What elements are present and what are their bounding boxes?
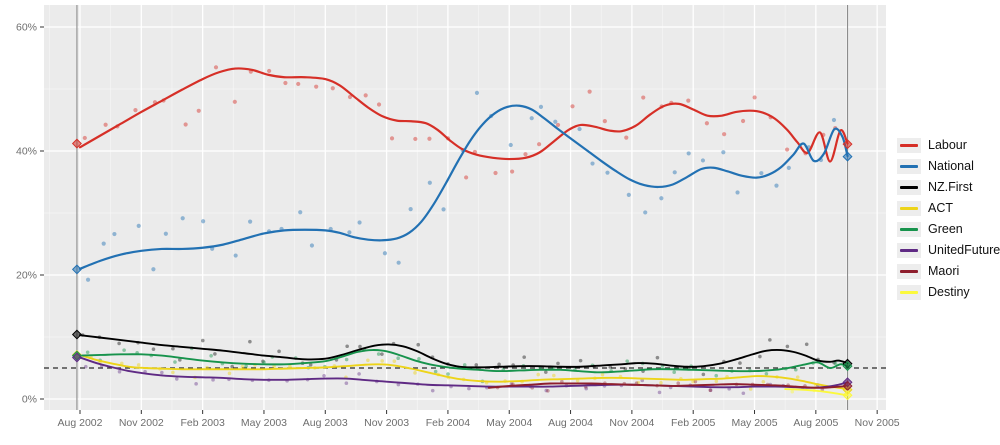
- legend-item-national: National: [897, 158, 1000, 175]
- legend-key-swatch: [897, 138, 921, 153]
- legend-item-maori: Maori: [897, 263, 1000, 280]
- y-axis-labels: 0% 20% 40% 60%: [16, 22, 37, 406]
- legend-item-labour: Labour: [897, 137, 1000, 154]
- legend-label: Maori: [928, 264, 960, 278]
- x-tick-label: Nov 2004: [609, 417, 654, 429]
- legend-key-swatch: [897, 243, 921, 258]
- x-tick-label: Aug 2002: [58, 417, 103, 429]
- legend-item-act: ACT: [897, 200, 1000, 217]
- y-tick-label: 0%: [22, 394, 37, 406]
- series-line-maori: [487, 382, 849, 389]
- legend-key-line: [900, 144, 918, 147]
- legend-key-line: [900, 186, 918, 189]
- series-line-nzfirst: [79, 334, 849, 369]
- gridlines-minor: [44, 5, 886, 410]
- legend-item-green: Green: [897, 221, 1000, 238]
- y-tick-label: 20%: [16, 270, 37, 282]
- election-result-national: [71, 264, 82, 275]
- election-result-markers: [71, 138, 853, 401]
- x-tick-label: May 2005: [731, 417, 777, 429]
- legend-label: ACT: [928, 201, 953, 215]
- x-tick-label: Feb 2005: [671, 417, 716, 429]
- legend-label: NZ.First: [928, 180, 973, 194]
- legend-key-swatch: [897, 285, 921, 300]
- y-tick-label: 60%: [16, 22, 37, 34]
- x-tick-label: Aug 2005: [793, 417, 838, 429]
- legend-key-line: [900, 249, 918, 252]
- legend-key-swatch: [897, 264, 921, 279]
- legend-label: Destiny: [928, 285, 970, 299]
- legend-label: Labour: [928, 138, 967, 152]
- series-points-national: [85, 90, 837, 282]
- series-points-act: [89, 355, 835, 391]
- series-line-labour: [78, 67, 849, 163]
- poll-points: [80, 65, 850, 396]
- series-line-green: [79, 349, 849, 374]
- election-result-national: [842, 151, 853, 162]
- election-result-green: [842, 361, 853, 372]
- election-result-destiny: [842, 390, 853, 401]
- legend-key-line: [900, 165, 918, 168]
- legend-key-line: [900, 207, 918, 210]
- x-tick-label: Feb 2004: [426, 417, 471, 429]
- x-tick-label: Aug 2004: [548, 417, 593, 429]
- series-points-labour: [82, 65, 838, 180]
- y-tick-label: 40%: [16, 146, 37, 158]
- x-tick-label: May 2003: [241, 417, 287, 429]
- trend-lines: [78, 67, 849, 397]
- legend-key-line: [900, 291, 918, 294]
- axis-ticks: [40, 26, 878, 414]
- x-tick-label: Nov 2005: [855, 417, 900, 429]
- legend-item-unitedfuture: UnitedFuture: [897, 242, 1000, 259]
- x-tick-label: Feb 2003: [180, 417, 225, 429]
- legend-label: National: [928, 159, 974, 173]
- legend-key-swatch: [897, 159, 921, 174]
- legend-key-swatch: [897, 201, 921, 216]
- legend-key-swatch: [897, 222, 921, 237]
- legend-label: Green: [928, 222, 963, 236]
- election-result-labour: [842, 139, 853, 150]
- x-tick-label: May 2004: [486, 417, 532, 429]
- x-tick-label: Nov 2002: [119, 417, 164, 429]
- x-tick-label: Aug 2003: [303, 417, 348, 429]
- panel-background: [44, 5, 886, 410]
- legend-item-destiny: Destiny: [897, 284, 1000, 301]
- legend-item-nzfirst: NZ.First: [897, 179, 1000, 196]
- x-tick-label: Nov 2003: [364, 417, 409, 429]
- legend-key-line: [900, 270, 918, 273]
- series-line-destiny: [784, 388, 849, 397]
- x-axis-labels: Aug 2002 Nov 2002 Feb 2003 May 2003 Aug 2003…: [58, 417, 900, 429]
- series-line-act: [79, 354, 849, 391]
- series-line-national: [78, 104, 849, 270]
- series-line-unitedfuture: [79, 356, 849, 389]
- legend: Labour National NZ.First ACT Green UnitedFutu…: [897, 137, 1000, 301]
- election-result-labour: [71, 138, 82, 149]
- election-result-nzfirst: [71, 329, 82, 340]
- election-result-unitedfuture: [71, 352, 82, 363]
- legend-key-line: [900, 228, 918, 231]
- legend-key-swatch: [897, 180, 921, 195]
- legend-label: UnitedFuture: [928, 243, 1000, 257]
